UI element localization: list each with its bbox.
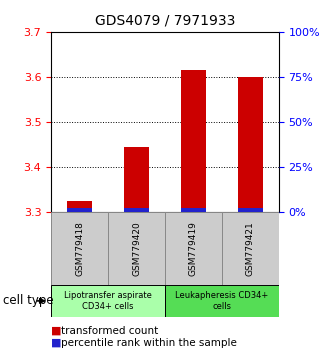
Bar bbox=[165, 212, 222, 285]
Text: GSM779420: GSM779420 bbox=[132, 221, 141, 276]
Bar bbox=[181, 70, 206, 212]
Text: GSM779421: GSM779421 bbox=[246, 221, 255, 276]
Text: GSM779418: GSM779418 bbox=[75, 221, 84, 276]
Bar bbox=[108, 212, 165, 285]
Text: Lipotransfer aspirate
CD34+ cells: Lipotransfer aspirate CD34+ cells bbox=[64, 291, 152, 311]
Bar bbox=[124, 208, 149, 212]
Text: percentile rank within the sample: percentile rank within the sample bbox=[61, 338, 237, 348]
Text: cell type: cell type bbox=[3, 295, 54, 307]
Text: transformed count: transformed count bbox=[61, 326, 158, 336]
Text: ■: ■ bbox=[51, 338, 62, 348]
Bar bbox=[222, 212, 279, 285]
Text: GSM779419: GSM779419 bbox=[189, 221, 198, 276]
Bar bbox=[165, 285, 279, 317]
Bar bbox=[67, 201, 92, 212]
Bar bbox=[51, 212, 108, 285]
Bar bbox=[181, 208, 206, 212]
Bar bbox=[124, 147, 149, 212]
Title: GDS4079 / 7971933: GDS4079 / 7971933 bbox=[95, 14, 235, 28]
Bar bbox=[238, 77, 263, 212]
Bar bbox=[67, 208, 92, 212]
Text: ■: ■ bbox=[51, 326, 62, 336]
Bar bbox=[51, 285, 165, 317]
Text: Leukapheresis CD34+
cells: Leukapheresis CD34+ cells bbox=[175, 291, 269, 311]
Bar bbox=[238, 208, 263, 212]
